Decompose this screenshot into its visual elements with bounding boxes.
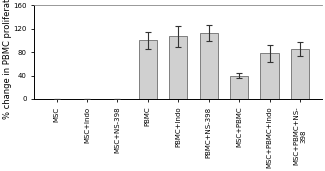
Bar <box>169 36 188 99</box>
Bar <box>139 40 157 99</box>
Bar <box>230 76 248 99</box>
Y-axis label: % change in PBMC proliferation: % change in PBMC proliferation <box>3 0 12 119</box>
Bar <box>260 53 279 99</box>
Bar <box>200 33 218 99</box>
Bar <box>291 49 309 99</box>
